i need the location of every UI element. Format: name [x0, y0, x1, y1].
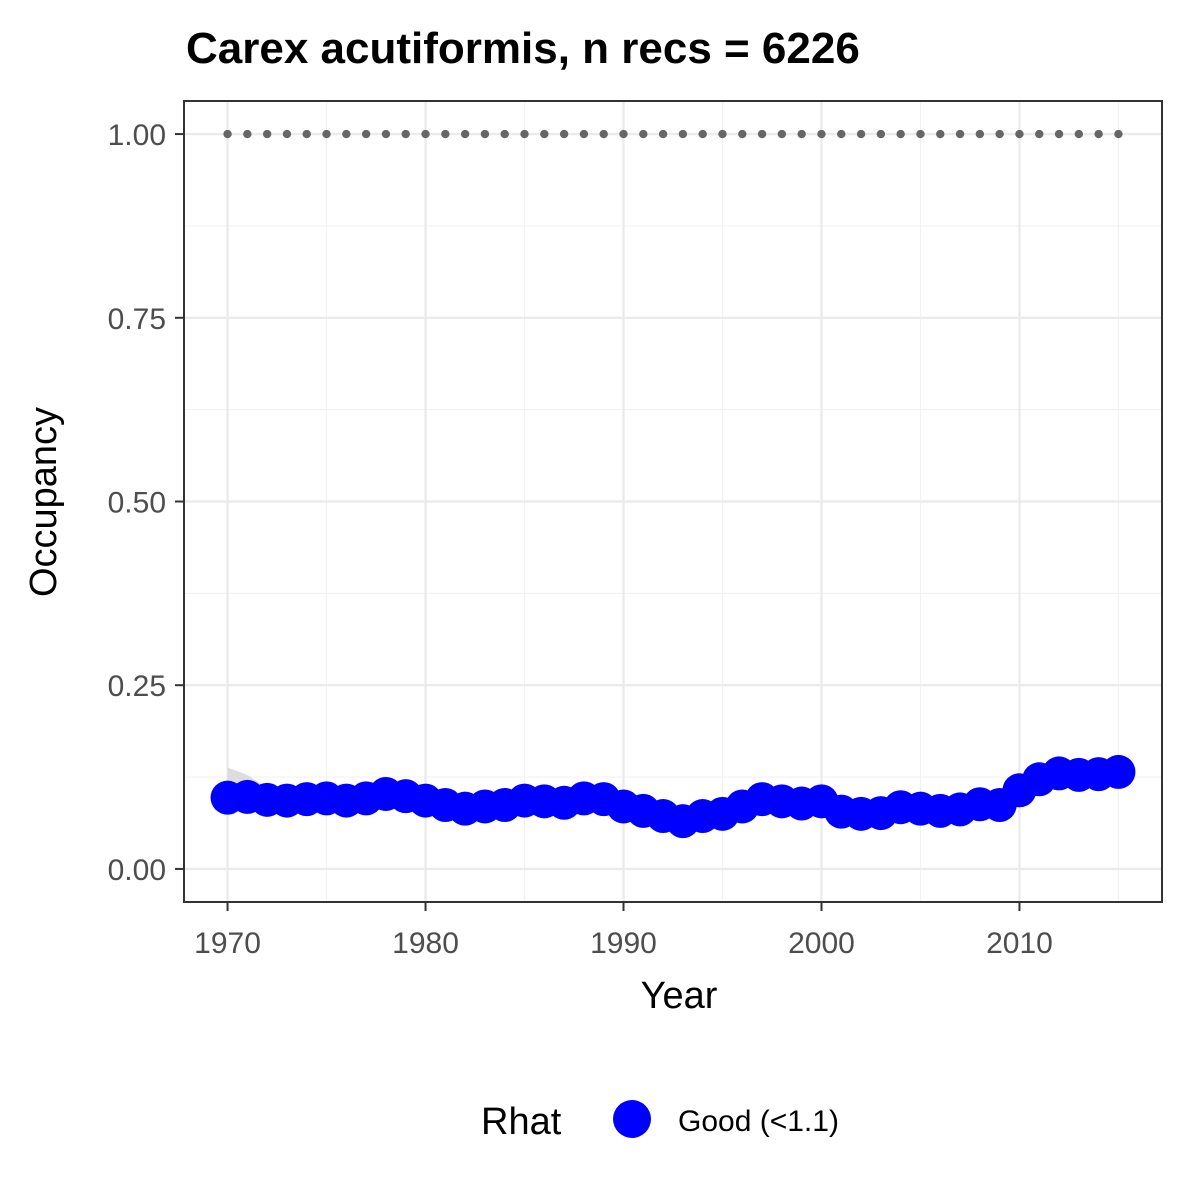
legend-label-good: Good (<1.1)	[678, 1105, 839, 1138]
reference-dot	[1074, 129, 1084, 139]
reference-dot	[955, 129, 965, 139]
reference-dot	[302, 129, 311, 139]
reference-dot	[262, 129, 272, 139]
reference-dot	[658, 129, 668, 139]
reference-dot	[995, 129, 1004, 139]
reference-dot	[678, 129, 688, 139]
reference-dot	[559, 129, 569, 139]
reference-dot	[381, 129, 391, 139]
reference-dot	[421, 129, 430, 139]
reference-dot	[1035, 129, 1044, 139]
reference-dot	[243, 129, 252, 139]
reference-dot	[1054, 129, 1064, 139]
reference-dot	[282, 129, 292, 139]
y-tick-label: 0.25	[108, 670, 166, 703]
legend-key-good	[613, 1100, 651, 1138]
reference-dot	[1015, 129, 1024, 139]
x-tick-label: 1990	[590, 927, 657, 960]
reference-dot	[797, 129, 806, 139]
x-tick-label: 1970	[194, 927, 261, 960]
reference-dot	[1094, 129, 1103, 139]
reference-dot	[817, 129, 826, 139]
x-tick-label: 2000	[788, 927, 855, 960]
reference-dot	[361, 129, 371, 139]
reference-dot	[936, 129, 945, 139]
y-axis-title: Occupancy	[23, 407, 65, 597]
reference-dot	[599, 129, 608, 139]
reference-dot	[639, 129, 648, 139]
y-tick-label: 0.00	[108, 854, 166, 887]
x-tick-label: 1980	[392, 927, 459, 960]
legend-title: Rhat	[481, 1101, 562, 1143]
legend: Rhat Good (<1.1)	[481, 1100, 839, 1143]
reference-dot	[460, 129, 470, 139]
y-tick-label: 1.00	[108, 119, 166, 152]
reference-line	[223, 129, 1123, 139]
reference-dot	[777, 129, 787, 139]
reference-dot	[401, 129, 410, 139]
x-axis-ticks: 1970 1980 1990 2000 2010	[194, 902, 1053, 960]
reference-dot	[322, 129, 331, 139]
x-axis-title: Year	[641, 975, 718, 1017]
reference-dot	[698, 129, 707, 139]
reference-dot	[896, 129, 905, 139]
y-axis-ticks: 0.00 0.25 0.50 0.75 1.00	[108, 119, 184, 887]
y-tick-label: 0.75	[108, 303, 166, 336]
reference-dot	[837, 129, 846, 139]
y-tick-label: 0.50	[108, 487, 166, 520]
reference-dot	[223, 129, 232, 139]
reference-dot	[718, 129, 727, 139]
reference-dot	[738, 129, 747, 139]
reference-dot	[520, 129, 529, 139]
reference-dot	[876, 129, 886, 139]
reference-dot	[480, 129, 490, 139]
reference-dot	[441, 129, 450, 139]
x-tick-label: 2010	[986, 927, 1053, 960]
reference-dot	[975, 129, 985, 139]
data-points	[210, 754, 1136, 839]
reference-dot	[1114, 129, 1123, 139]
reference-dot	[757, 129, 767, 139]
chart-title: Carex acutiformis, n recs = 6226	[186, 24, 860, 73]
reference-dot	[579, 129, 589, 139]
reference-dot	[500, 129, 509, 139]
data-point	[1101, 754, 1136, 789]
reference-dot	[342, 129, 351, 139]
reference-dot	[619, 129, 628, 139]
reference-dot	[856, 129, 866, 139]
reference-dot	[916, 129, 925, 139]
reference-dot	[540, 129, 549, 139]
